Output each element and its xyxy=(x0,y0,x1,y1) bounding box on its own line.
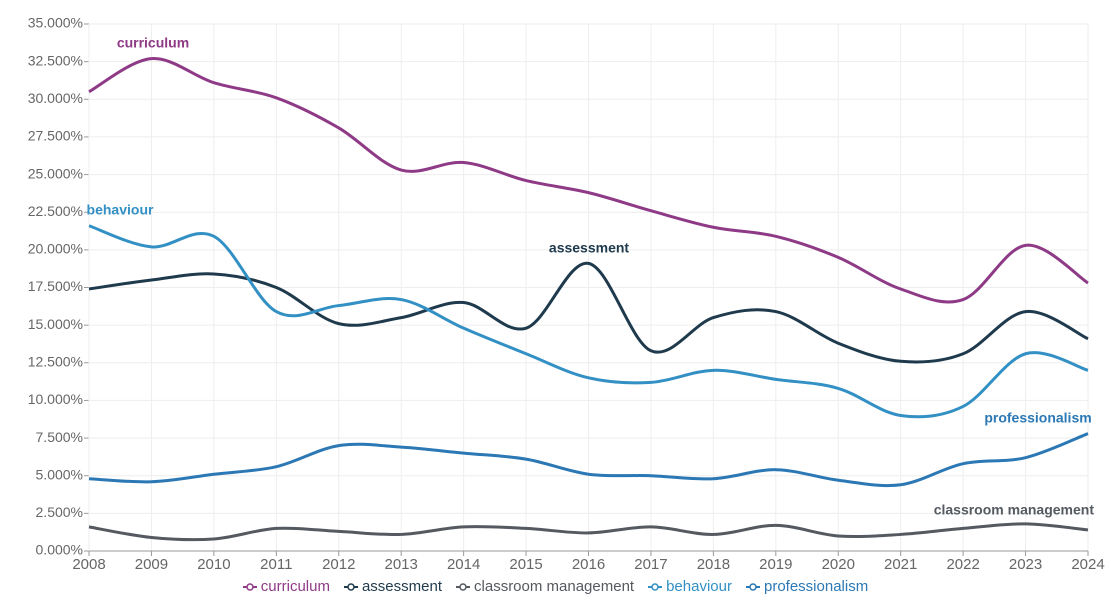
x-tick-label: 2020 xyxy=(822,556,855,573)
legend-marker xyxy=(242,582,257,591)
y-tick-label: 17.500% xyxy=(28,278,83,294)
y-tick-label: 30.000% xyxy=(28,90,83,106)
y-tick-label: 25.000% xyxy=(28,165,83,181)
y-tick-label: 2.500% xyxy=(36,504,83,520)
legend-marker xyxy=(745,582,760,591)
x-tick-label: 2017 xyxy=(634,556,667,573)
y-tick-label: 22.500% xyxy=(28,203,83,219)
legend: curriculum assessment classroom management… xyxy=(0,578,1111,595)
chart: 0.000% 2.500% 5.000% 7.500% 10.000% 12.500% 15… xyxy=(28,15,1105,573)
y-tick-label: 35.000% xyxy=(28,15,83,31)
legend-item[interactable]: assessment xyxy=(343,578,443,595)
x-tick-label: 2019 xyxy=(759,556,792,573)
series-line xyxy=(88,261,1089,364)
y-tick-label: 27.500% xyxy=(28,128,83,144)
series-line xyxy=(88,57,1089,304)
x-tick-label: 2014 xyxy=(447,556,480,573)
legend-label: curriculum xyxy=(260,578,330,595)
x-tick-label: 2012 xyxy=(322,556,355,573)
y-tick-label: 20.000% xyxy=(28,241,83,257)
y-tick-label: 5.000% xyxy=(36,466,83,482)
x-tick-label: 2009 xyxy=(135,556,168,573)
y-tick-label: 32.500% xyxy=(28,52,83,68)
x-tick-label: 2024 xyxy=(1071,556,1104,573)
x-tick-label: 2022 xyxy=(946,556,979,573)
y-tick-label: 7.500% xyxy=(36,429,83,445)
x-tick-label: 2018 xyxy=(697,556,730,573)
legend-label: professionalism xyxy=(763,578,869,595)
y-tick-label: 12.500% xyxy=(28,353,83,369)
legend-label: behaviour xyxy=(666,578,732,595)
legend-item[interactable]: behaviour xyxy=(648,578,732,595)
series-line xyxy=(88,224,1089,419)
legend-marker xyxy=(343,582,358,591)
x-tick-label: 2016 xyxy=(572,556,605,573)
y-tick-label: 0.000% xyxy=(36,542,83,558)
series-label: curriculum xyxy=(117,35,189,51)
y-tick-label: 15.000% xyxy=(28,316,83,332)
legend-item[interactable]: professionalism xyxy=(745,578,869,595)
x-tick-label: 2015 xyxy=(509,556,542,573)
series-line xyxy=(88,522,1089,542)
y-tick-label: 10.000% xyxy=(28,391,83,407)
x-tick-label: 2023 xyxy=(1009,556,1042,573)
legend-label: classroom management xyxy=(474,578,635,595)
x-tick-label: 2010 xyxy=(197,556,230,573)
legend-marker xyxy=(456,582,471,591)
x-tick-label: 2021 xyxy=(884,556,917,573)
series-label: professionalism xyxy=(984,410,1091,426)
x-tick-label: 2008 xyxy=(72,556,105,573)
series-line xyxy=(88,432,1089,488)
series-label: assessment xyxy=(549,240,630,256)
x-tick-label: 2013 xyxy=(385,556,418,573)
legend-marker xyxy=(648,582,663,591)
x-tick-label: 2011 xyxy=(260,556,292,573)
series-label: classroom management xyxy=(934,502,1095,518)
legend-item[interactable]: curriculum xyxy=(242,578,330,595)
series-label: behaviour xyxy=(87,202,154,218)
legend-label: assessment xyxy=(361,578,443,595)
legend-item[interactable]: classroom management xyxy=(456,578,634,595)
